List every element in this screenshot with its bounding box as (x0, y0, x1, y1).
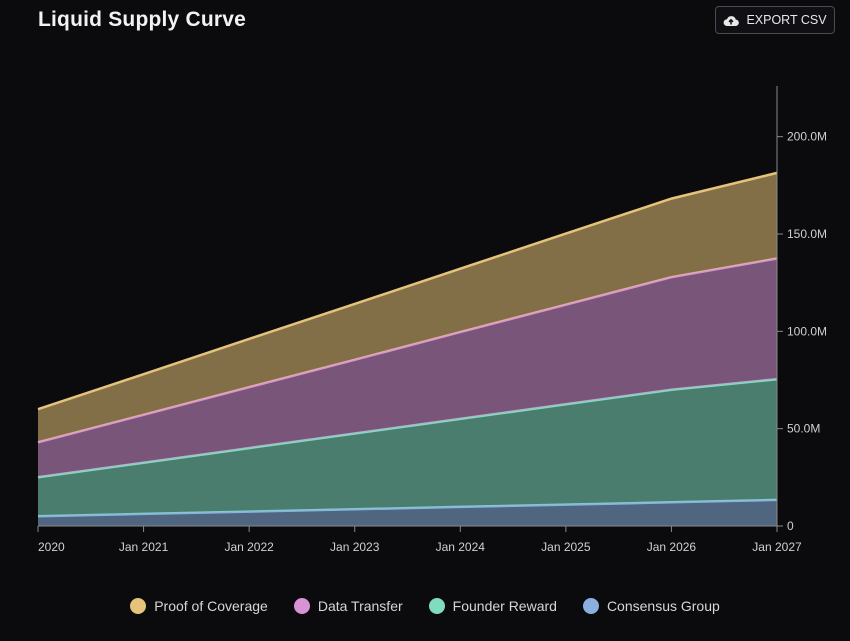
line-proof-of-coverage (37, 171, 778, 411)
legend-item-proof-of-coverage[interactable]: Proof of Coverage (130, 598, 268, 614)
legend-swatch-consensus-group (582, 598, 599, 614)
y-tick-label: 50.0M (787, 422, 820, 436)
legend-label-founder-reward: Founder Reward (452, 598, 557, 614)
legend-swatch-founder-reward (428, 598, 445, 614)
x-tick-label: Jan 2026 (647, 540, 697, 554)
y-tick-label: 100.0M (787, 324, 827, 338)
area-data-transfer (38, 258, 777, 478)
legend-label-data-transfer: Data Transfer (317, 598, 403, 614)
area-proof-of-coverage (38, 172, 777, 443)
x-tick-label: Jan 2025 (541, 540, 591, 554)
x-tick-label: Jan 2022 (224, 540, 274, 554)
legend-swatch-proof-of-coverage (130, 598, 147, 614)
x-tick-label: 2020 (38, 540, 65, 554)
legend-label-consensus-group: Consensus Group (606, 598, 720, 614)
legend-item-consensus-group[interactable]: Consensus Group (582, 598, 720, 614)
x-tick-label: Jan 2027 (752, 540, 802, 554)
legend-item-founder-reward[interactable]: Founder Reward (428, 598, 557, 614)
x-tick-label: Jan 2021 (119, 540, 169, 554)
export-csv-label: EXPORT CSV (746, 13, 827, 27)
legend-label-proof-of-coverage: Proof of Coverage (154, 598, 268, 614)
y-tick-label: 150.0M (787, 227, 827, 241)
x-tick-label: Jan 2024 (436, 540, 486, 554)
area-founder-reward (38, 379, 777, 517)
legend-item-data-transfer[interactable]: Data Transfer (293, 598, 403, 614)
export-csv-button[interactable]: EXPORT CSV (715, 6, 835, 34)
chart-legend: Proof of Coverage Data Transfer Founder … (0, 598, 850, 614)
x-tick-label: Jan 2023 (330, 540, 380, 554)
chart-title: Liquid Supply Curve (38, 8, 246, 31)
area-consensus-group (38, 499, 777, 526)
y-tick-label: 0 (787, 519, 794, 533)
legend-swatch-data-transfer (293, 598, 310, 614)
y-tick-label: 200.0M (787, 130, 827, 144)
cloud-upload-icon (724, 15, 740, 26)
